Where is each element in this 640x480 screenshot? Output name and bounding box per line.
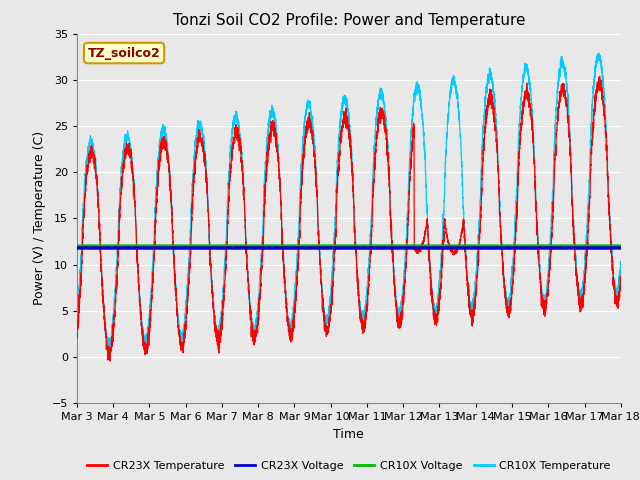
X-axis label: Time: Time: [333, 428, 364, 441]
Y-axis label: Power (V) / Temperature (C): Power (V) / Temperature (C): [33, 132, 46, 305]
Text: TZ_soilco2: TZ_soilco2: [88, 47, 161, 60]
Title: Tonzi Soil CO2 Profile: Power and Temperature: Tonzi Soil CO2 Profile: Power and Temper…: [173, 13, 525, 28]
Legend: CR23X Temperature, CR23X Voltage, CR10X Voltage, CR10X Temperature: CR23X Temperature, CR23X Voltage, CR10X …: [83, 457, 615, 476]
